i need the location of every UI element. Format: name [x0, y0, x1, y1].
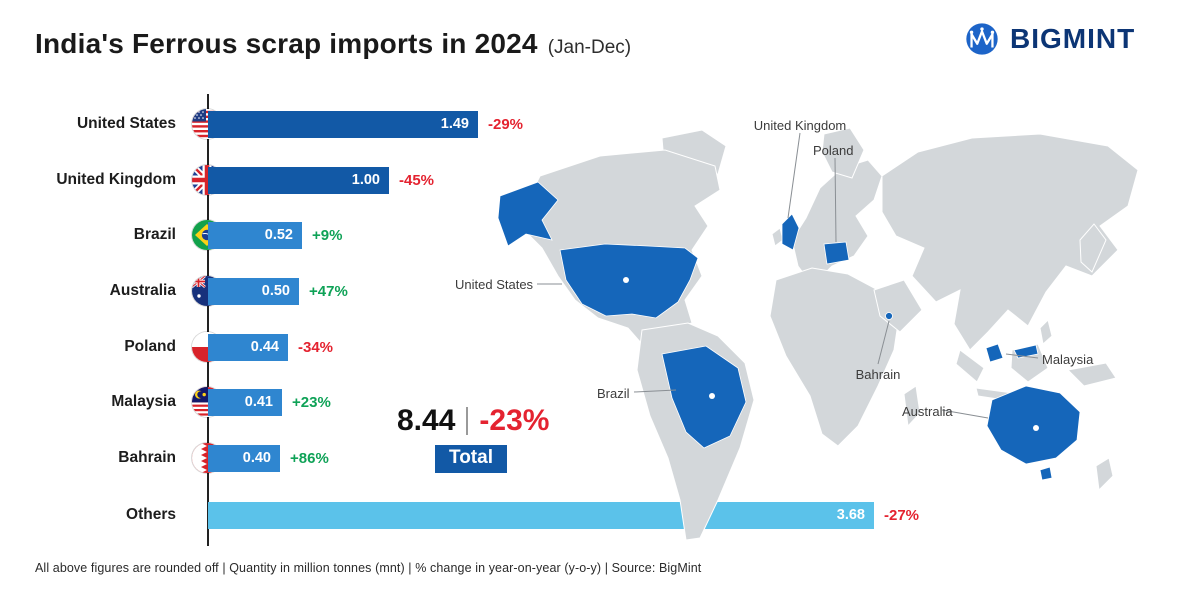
country-label: Australia	[109, 282, 176, 299]
bar-value: 0.44	[250, 339, 279, 355]
map-label-brazil: Brazil	[597, 386, 630, 401]
country-label: Malaysia	[111, 393, 176, 410]
title-main: India's Ferrous scrap imports in 2024	[35, 28, 538, 59]
change-badge: +23%	[292, 393, 331, 411]
bar-row-others: Others 3.68 -27%	[0, 498, 1200, 532]
map-label-bahrain: Bahrain	[855, 367, 901, 382]
change-badge: +86%	[290, 449, 329, 467]
bar-row-australia: Australia 0.50 +47%	[0, 274, 1200, 308]
brand-logo: BIGMINT	[963, 20, 1135, 58]
bar: 0.50	[208, 277, 299, 305]
bar-value: 1.49	[440, 116, 469, 132]
footer-note: All above figures are rounded off | Quan…	[35, 561, 702, 575]
bar: 0.41	[208, 388, 282, 416]
country-label: Others	[126, 506, 176, 523]
brand-name: BIGMINT	[1010, 23, 1136, 54]
bar: 3.68	[208, 501, 874, 529]
total-summary: 8.44 -23% Total	[397, 404, 549, 473]
map-label-malaysia: Malaysia	[1042, 352, 1094, 367]
bar-row-malaysia: Malaysia 0.41 +23%	[0, 385, 1200, 419]
bar: 0.44	[208, 333, 288, 361]
change-badge: +47%	[309, 282, 348, 300]
bar: 0.52	[208, 221, 302, 249]
bar-row-united-kingdom: United Kingdom 1.00 -45%	[0, 163, 1200, 197]
country-label: Brazil	[133, 226, 176, 243]
map-label-united-states: United States	[455, 277, 534, 292]
bigmint-logo-icon	[963, 20, 1001, 58]
map-label-united-kingdom: United Kingdom	[753, 118, 847, 133]
bar: 0.40	[208, 444, 280, 472]
change-badge: -29%	[488, 115, 524, 133]
map-label-poland: Poland	[813, 143, 854, 158]
map-label-australia: Australia	[902, 404, 953, 419]
change-badge: -45%	[399, 171, 435, 189]
title-suffix: (Jan-Dec)	[547, 37, 632, 58]
bar-row-poland: Poland 0.44 -34%	[0, 330, 1200, 364]
bar-row-bahrain: Bahrain 0.40 +86%	[0, 441, 1200, 475]
country-label: United Kingdom	[56, 171, 176, 188]
bar-row-united-states: United States 1.49 -29%	[0, 107, 1200, 141]
bar-value: 0.50	[261, 283, 290, 299]
country-label: United States	[76, 115, 176, 132]
bar-value: 1.00	[351, 172, 380, 188]
bar-value: 0.52	[264, 227, 293, 243]
change-badge: -27%	[884, 506, 920, 524]
total-value: 8.44	[397, 404, 456, 437]
bar-value: 0.41	[244, 394, 273, 410]
change-badge: +9%	[312, 226, 343, 244]
total-label-box: Total	[435, 445, 507, 473]
page-title: India's Ferrous scrap imports in 2024 (J…	[35, 28, 631, 60]
total-change: -23%	[479, 404, 550, 437]
change-badge: -34%	[298, 338, 334, 356]
bar-value: 0.40	[242, 450, 271, 466]
chart-axis-line	[207, 94, 209, 546]
total-divider	[466, 407, 469, 435]
bar-row-brazil: Brazil 0.52 +9%	[0, 218, 1200, 252]
world-map	[497, 127, 1139, 541]
country-label: Bahrain	[118, 449, 176, 466]
bar-value: 3.68	[836, 507, 865, 523]
bar: 1.49	[208, 110, 478, 138]
country-label: Poland	[124, 338, 176, 355]
bar: 1.00	[208, 166, 389, 194]
